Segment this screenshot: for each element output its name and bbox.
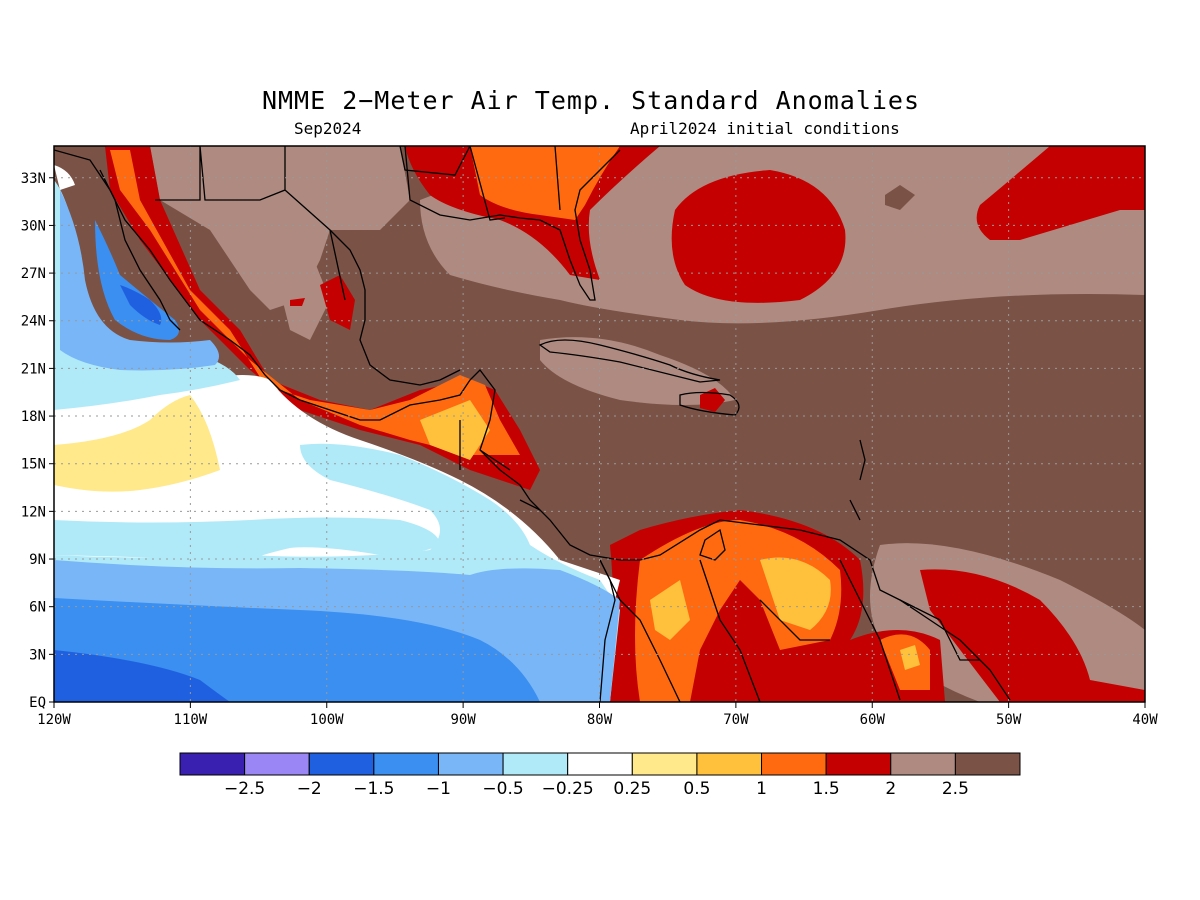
forecast-month: Sep2024 (294, 119, 362, 138)
colorbar-label: −1.5 (353, 779, 394, 799)
colorbar-swatch (179, 752, 246, 776)
lon-tick-label: 70W (723, 712, 749, 728)
colorbar-label: −0.25 (542, 779, 594, 799)
field-us-south-1.5 (470, 146, 620, 220)
colorbar-label: 2 (885, 779, 896, 799)
field-pacific-neg-0.25 (54, 517, 440, 560)
lat-tick-label: 6N (29, 600, 46, 616)
field-mexico-2-2.5 (150, 146, 410, 310)
lat-tick-label: 3N (29, 647, 46, 663)
colorbar-swatch (890, 752, 956, 776)
lat-tick-label: 27N (21, 266, 46, 282)
colorbar-swatch (437, 752, 504, 776)
colorbar-swatch (244, 752, 310, 776)
colorbar: −2.5 −2 −1.5 −1 −0.5 −0.25 0.25 0.5 1 1.5 2 2.5 (179, 752, 1021, 799)
lon-tick-label: 40W (1132, 712, 1158, 728)
lon-tick-label: 120W (37, 712, 71, 728)
colorbar-label: 2.5 (942, 779, 969, 799)
axis-ticks: 120W 110W 100W 90W 80W 70W 60W 50W 40W EQ 3N 6N 9N 12… (21, 171, 1159, 728)
map-grid (54, 146, 1145, 702)
field-guiana-1 (900, 645, 920, 670)
initial-conditions: April2024 initial conditions (630, 119, 900, 138)
field-pacific-0.5 (54, 395, 220, 492)
colorbar-swatch (502, 752, 569, 776)
colorbar-label: 0.25 (613, 779, 651, 799)
colorbar-swatch (373, 752, 439, 776)
field-central-america-1 (420, 400, 490, 460)
field-central-mexico (270, 250, 330, 340)
lat-tick-label: 24N (21, 314, 46, 330)
colorbar-swatch (567, 752, 633, 776)
field-mexico-2b (290, 298, 305, 306)
colorbar-label: −0.5 (482, 779, 523, 799)
anomaly-field (54, 146, 1145, 702)
lon-tick-label: 50W (996, 712, 1022, 728)
map-title: NMME 2−Meter Air Temp. Standard Anomalie… (261, 86, 921, 115)
field-ne-atlantic-2 (976, 146, 1145, 240)
lat-tick-label: 15N (21, 457, 46, 473)
lon-tick-label: 100W (310, 712, 344, 728)
lon-tick-label: 60W (860, 712, 886, 728)
field-atlantic-equatorial-2 (920, 569, 1145, 702)
lon-tick-label: 80W (587, 712, 613, 728)
colorbar-label: 1 (756, 779, 767, 799)
lat-tick-label: 33N (21, 171, 46, 187)
lat-tick-label: 12N (21, 504, 46, 520)
lon-tick-label: 110W (174, 712, 208, 728)
lat-tick-label: 21N (21, 361, 46, 377)
colorbar-label: 0.5 (683, 779, 710, 799)
field-atlantic-2 (671, 170, 846, 303)
field-venezuela-1 (760, 557, 831, 630)
lat-tick-label: 30N (21, 218, 46, 234)
colorbar-label: 1.5 (813, 779, 840, 799)
field-small-patch (885, 185, 915, 210)
lat-tick-label: EQ (29, 695, 46, 711)
colorbar-label: −1 (426, 779, 451, 799)
field-colombia-1 (650, 580, 690, 640)
lat-tick-label: 9N (29, 552, 46, 568)
colorbar-swatch (696, 752, 763, 776)
coastlines (54, 146, 1011, 702)
field-baja-neg-2 (120, 285, 162, 325)
colorbar-swatch (761, 752, 827, 776)
colorbar-swatch (825, 752, 892, 776)
colorbar-swatch (631, 752, 698, 776)
field-ca-coast-white (54, 165, 75, 190)
colorbar-swatch (308, 752, 375, 776)
colorbar-swatch (954, 752, 1021, 776)
colorbar-label: −2.5 (224, 779, 265, 799)
field-baja-neg-1 (60, 190, 219, 371)
field-mexico-2 (320, 275, 355, 330)
lat-tick-label: 18N (21, 409, 46, 425)
field-cuba (540, 337, 735, 405)
colorbar-label: −2 (297, 779, 322, 799)
lon-tick-label: 90W (450, 712, 476, 728)
field-pacific-neg-2 (54, 650, 230, 702)
